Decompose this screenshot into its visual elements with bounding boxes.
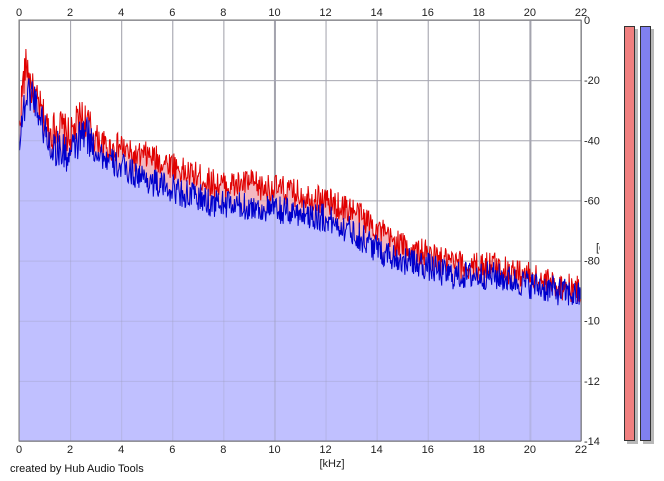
x-tick-label-bottom: 16	[422, 444, 434, 456]
y-tick-label: -40	[584, 135, 600, 147]
x-tick-label-top: 14	[371, 7, 383, 19]
y-tick-label: 0	[584, 15, 590, 27]
x-tick-label-top: 2	[67, 7, 73, 19]
series-2-line	[18, 78, 582, 306]
spectrum-chart: 002244668810101212141416161818202022220-…	[16, 7, 600, 470]
x-tick-label-top: 8	[220, 7, 226, 19]
y-tick-label: -120	[584, 376, 600, 388]
y-tick-label: -60	[584, 195, 600, 207]
credit-text: created by Hub Audio Tools	[10, 463, 144, 475]
x-tick-label-bottom: 6	[169, 444, 175, 456]
x-tick-label-top: 10	[268, 7, 280, 19]
x-tick-label-bottom: 12	[319, 444, 331, 456]
series-1-line	[18, 48, 582, 303]
y-tick-label: -100	[584, 316, 600, 328]
x-tick-label-top: 4	[118, 7, 124, 19]
x-tick-label-bottom: 2	[67, 444, 73, 456]
x-tick-label-top: 12	[319, 7, 331, 19]
x-tick-label-bottom: 4	[118, 444, 124, 456]
x-tick-label-top: 22	[575, 7, 587, 19]
x-tick-label-bottom: 22	[575, 444, 587, 456]
x-axis-label: [kHz]	[319, 458, 344, 470]
x-tick-label-bottom: 8	[220, 444, 226, 456]
x-tick-label-bottom: 20	[524, 444, 536, 456]
x-tick-label-top: 6	[169, 7, 175, 19]
y-tick-label: -20	[584, 75, 600, 87]
right-level-meter	[640, 26, 651, 441]
x-tick-label-top: 16	[422, 7, 434, 19]
x-tick-label-bottom: 0	[16, 444, 22, 456]
x-tick-label-bottom: 14	[371, 444, 383, 456]
y-tick-label: -80	[584, 256, 600, 268]
x-tick-label-top: 20	[524, 7, 536, 19]
y-tick-label: -140	[584, 436, 600, 448]
series-2-area	[19, 78, 581, 442]
left-level-meter	[624, 26, 635, 441]
x-tick-label-top: 0	[16, 7, 22, 19]
plot-frame	[18, 19, 582, 442]
y-axis-label: [dB]	[596, 242, 600, 254]
x-tick-label-bottom: 18	[473, 444, 485, 456]
x-tick-label-top: 18	[473, 7, 485, 19]
x-tick-label-bottom: 10	[268, 444, 280, 456]
